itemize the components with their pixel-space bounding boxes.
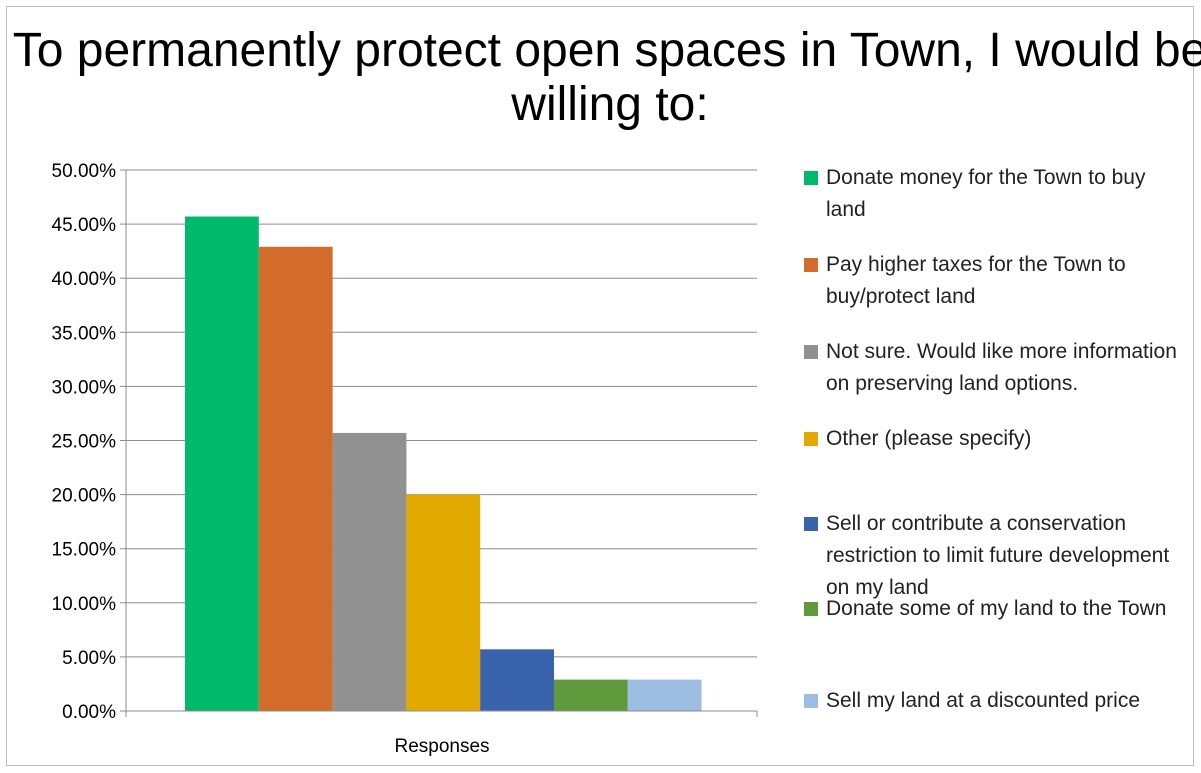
legend-label: Pay higher taxes for the Town to buy/pro… xyxy=(826,253,1126,308)
y-tick-label: 15.00% xyxy=(52,540,117,561)
legend-swatch xyxy=(804,345,818,359)
legend-swatch xyxy=(804,258,818,272)
legend-swatch xyxy=(804,171,818,185)
y-tick-label: 5.00% xyxy=(62,648,116,669)
legend-label: Donate money for the Town to buy land xyxy=(826,166,1146,221)
axes xyxy=(125,170,758,717)
legend-label: Sell my land at a discounted price xyxy=(826,689,1141,712)
bar-1 xyxy=(185,216,259,711)
legend-item: Not sure. Would like more information on… xyxy=(804,336,1179,400)
legend-item: Donate money for the Town to buy land xyxy=(804,162,1179,226)
legend-swatch xyxy=(804,694,818,708)
legend-label: Not sure. Would like more information on… xyxy=(826,340,1177,395)
legend-item: Sell my land at a discounted price xyxy=(804,685,1179,717)
bars xyxy=(185,216,702,711)
y-tick-label: 30.00% xyxy=(52,377,117,398)
bar-5 xyxy=(480,649,554,711)
y-tick-label: 35.00% xyxy=(52,323,117,344)
y-tick-label: 45.00% xyxy=(52,215,117,236)
y-tick-label: 25.00% xyxy=(52,432,117,453)
y-tick-label: 0.00% xyxy=(62,702,116,723)
bar-7 xyxy=(627,679,702,711)
y-tick-label: 10.00% xyxy=(52,594,117,615)
legend-swatch xyxy=(804,602,818,616)
legend: Donate money for the Town to buy land Pay… xyxy=(804,0,1194,773)
legend-item: Donate some of my land to the Town xyxy=(804,593,1179,625)
y-axis-ticks: 0.00% 5.00% 10.00% 15.00% 20.00% 25.00% 30.00%… xyxy=(52,161,126,723)
legend-label: Other (please specify) xyxy=(826,427,1032,450)
legend-item: Pay higher taxes for the Town to buy/pro… xyxy=(804,249,1179,313)
legend-swatch xyxy=(804,432,818,446)
y-tick-label: 40.00% xyxy=(52,269,117,290)
legend-label: Donate some of my land to the Town xyxy=(826,597,1167,620)
bar-2 xyxy=(258,246,333,711)
y-tick-label: 50.00% xyxy=(52,161,117,182)
chart-title: To permanently protect open spaces in To… xyxy=(12,24,1201,131)
bar-3 xyxy=(332,432,407,711)
legend-item: Sell or contribute a conservation restri… xyxy=(804,508,1179,604)
x-tick-label: Responses xyxy=(394,736,489,757)
legend-swatch xyxy=(804,517,818,531)
bar-4 xyxy=(406,494,481,711)
y-tick-label: 20.00% xyxy=(52,486,117,507)
bar-6 xyxy=(554,679,628,711)
legend-item: Other (please specify) xyxy=(804,423,1179,455)
legend-label: Sell or contribute a conservation restri… xyxy=(826,512,1170,599)
